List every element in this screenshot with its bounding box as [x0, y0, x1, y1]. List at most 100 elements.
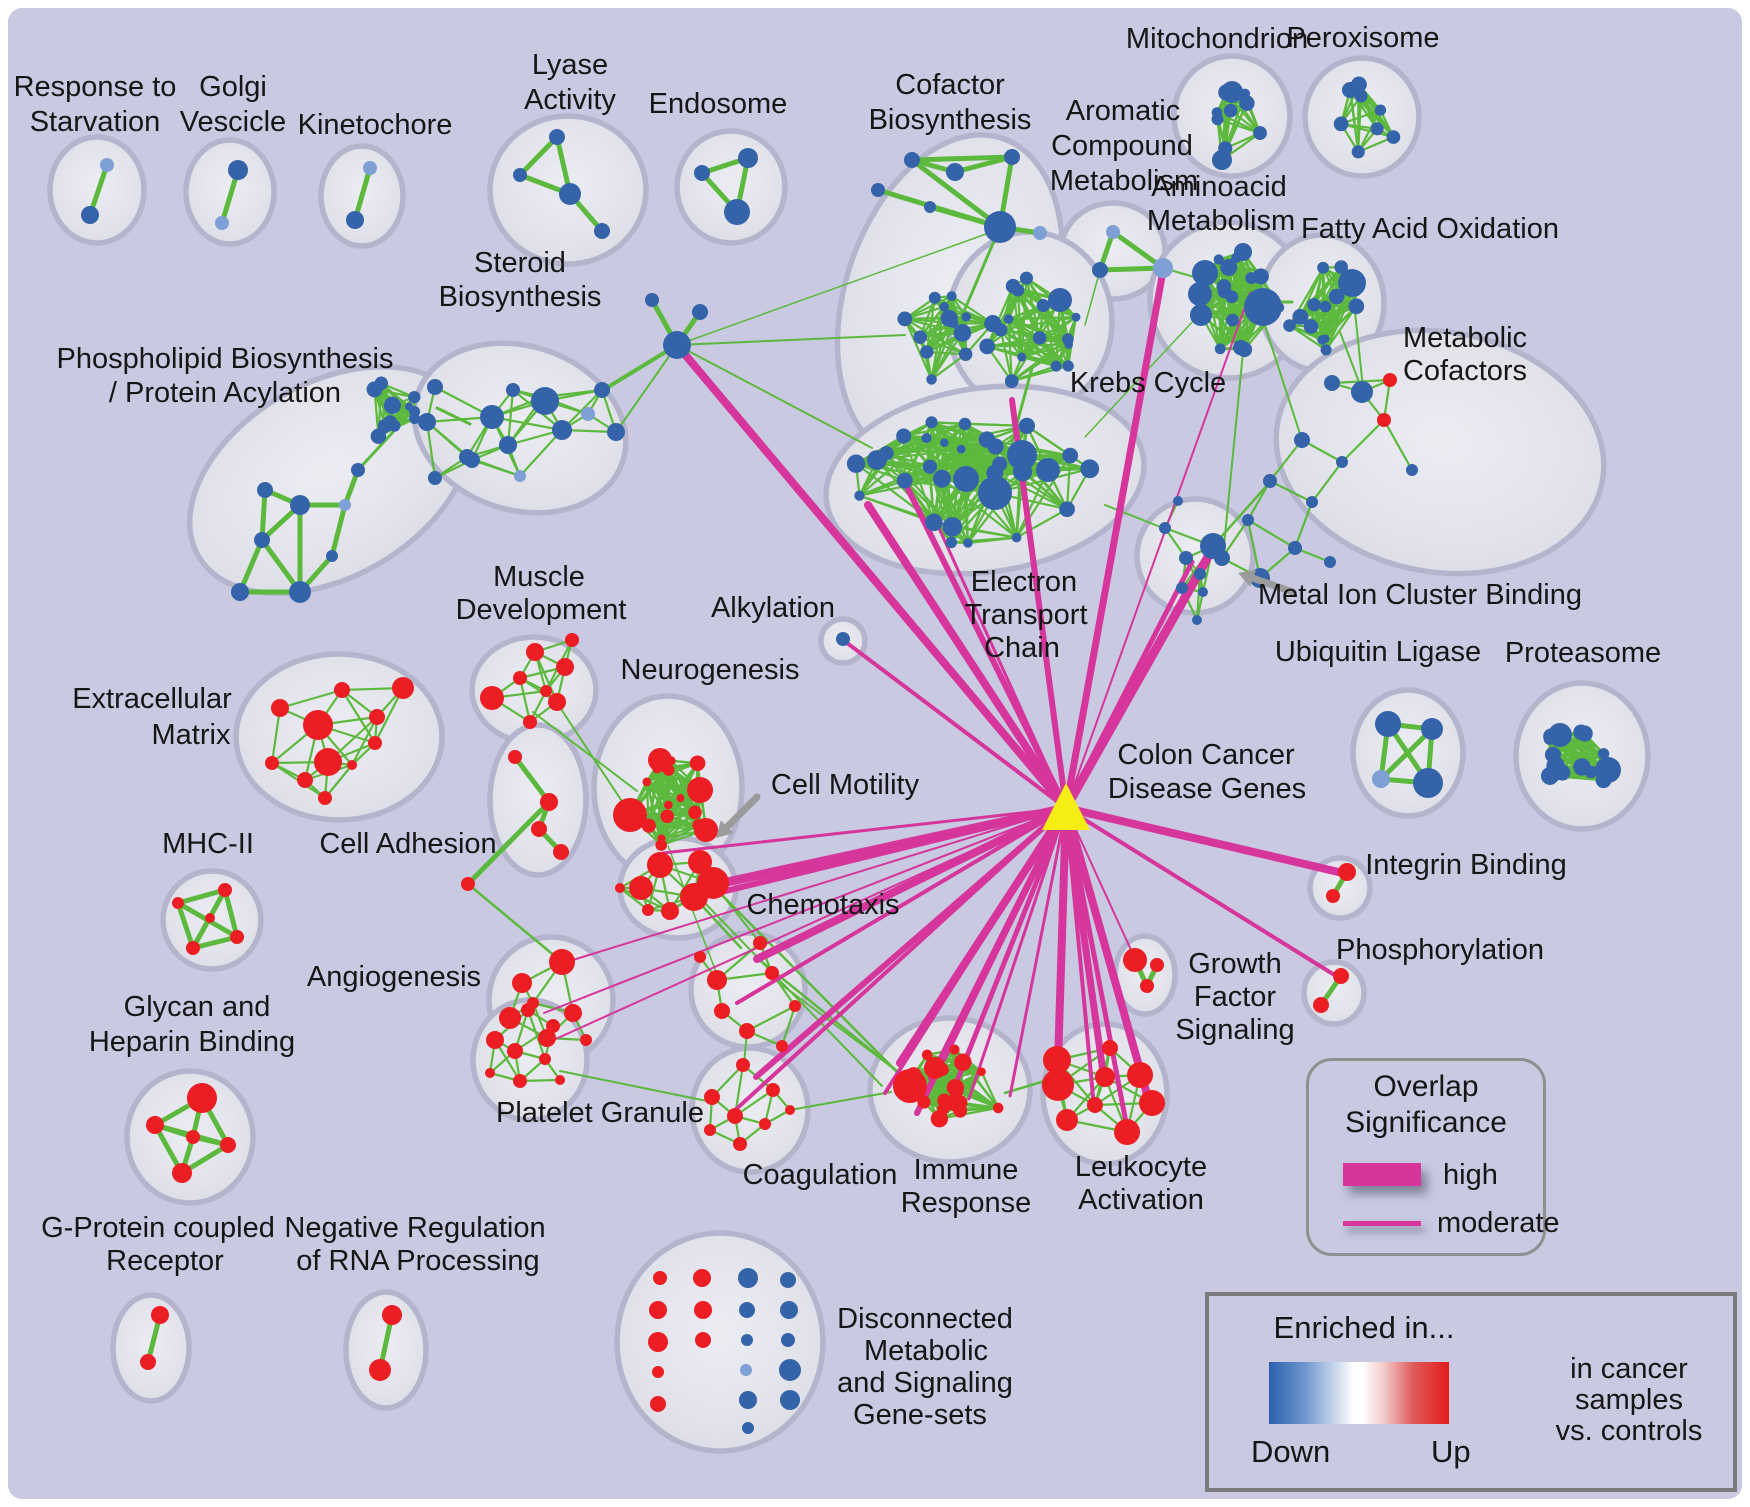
gene-set-node: [1017, 352, 1027, 362]
gene-set-node: [553, 844, 569, 860]
cluster-label-disconnected-gene-sets: and Signaling: [837, 1367, 1013, 1399]
cluster-ellipse-endosome: [674, 128, 788, 246]
gene-set-node: [979, 338, 996, 355]
gene-set-node: [1288, 541, 1302, 555]
overlap-significance-edge: [735, 806, 1068, 1005]
gene-set-node: [556, 658, 574, 676]
cluster-label-growth-factor-signaling: Growth: [1188, 948, 1281, 980]
cluster-label-fatty-acid-oxidation: Fatty Acid Oxidation: [1301, 213, 1559, 245]
gene-set-node: [205, 913, 215, 923]
gene-set-edge: [237, 537, 265, 595]
cluster-label-ubiquitin-ligase: Ubiquitin Ligase: [1275, 636, 1481, 668]
gene-set-node: [339, 499, 351, 511]
cluster-label-disconnected-gene-sets: Metabolic: [864, 1335, 988, 1367]
gene-set-node: [549, 129, 565, 145]
gene-set-node: [366, 381, 383, 398]
gene-set-edge: [517, 134, 560, 178]
gene-set-node: [948, 318, 959, 329]
gene-set-node: [1375, 711, 1401, 737]
gene-set-edge: [1310, 460, 1344, 504]
gene-set-node: [689, 755, 706, 772]
cluster-label-metabolic-cofactors: Cofactors: [1403, 355, 1527, 387]
gene-set-node: [464, 452, 480, 468]
gene-set-edge: [1097, 265, 1166, 273]
gene-set-node: [992, 456, 1008, 472]
cluster-ellipse-phosphorylation: [1301, 959, 1367, 1027]
overlap-significance-legend: Overlap Significance high moderate: [1306, 1058, 1560, 1256]
gene-set-node: [1033, 226, 1047, 240]
gene-set-node: [1317, 335, 1328, 345]
cluster-label-electron-transport-chain: Chain: [984, 632, 1060, 664]
gene-set-node: [736, 1058, 750, 1072]
gene-set-edge: [175, 887, 228, 906]
gene-set-node: [1351, 381, 1373, 403]
gene-set-node: [954, 1053, 972, 1071]
gene-set-node: [552, 420, 572, 440]
gene-set-edge: [1293, 500, 1314, 550]
gene-set-node: [1225, 290, 1239, 304]
gene-set-node: [921, 1049, 933, 1061]
gene-set-node: [956, 444, 966, 454]
pointer-arrow-head: [1238, 569, 1257, 587]
gene-set-node: [739, 1023, 755, 1039]
gene-set-node: [146, 1116, 164, 1134]
gene-set-node: [1095, 1067, 1115, 1087]
gene-set-node: [1377, 413, 1391, 427]
cluster-label-growth-factor-signaling: Signaling: [1175, 1014, 1294, 1046]
gene-set-node: [499, 1007, 521, 1029]
cluster-label-response-to-starvation: Starvation: [30, 106, 161, 138]
gene-set-edge: [1025, 277, 1041, 339]
gene-set-node: [1062, 360, 1074, 372]
gene-set-node: [1263, 474, 1277, 488]
gene-set-node: [382, 1305, 402, 1325]
gene-set-node: [514, 470, 526, 482]
cluster-label-cell-motility: Cell Motility: [771, 769, 920, 801]
gene-set-node: [724, 199, 750, 225]
gene-set-node: [513, 671, 527, 685]
cluster-label-krebs-cycle: Krebs Cycle: [1070, 367, 1226, 399]
gene-set-node: [660, 809, 674, 824]
gene-set-edge: [465, 799, 552, 887]
gene-set-edge: [270, 706, 282, 765]
inter-cluster-edge: [598, 343, 679, 394]
gene-set-node: [1333, 968, 1349, 984]
gene-set-node: [753, 936, 767, 950]
gene-set-node: [1159, 522, 1171, 534]
gene-set-node: [871, 183, 885, 197]
gene-set-node: [1413, 768, 1443, 798]
gene-set-edge: [1378, 726, 1435, 782]
gene-set-node: [663, 331, 691, 359]
gene-set-node: [946, 291, 957, 302]
gene-set-node: [230, 930, 244, 944]
cluster-label-mhc-ii: MHC-II: [162, 828, 254, 860]
gene-set-node: [409, 413, 421, 425]
gene-set-edge: [259, 487, 268, 543]
gene-set-node: [392, 677, 414, 699]
gene-set-node: [369, 1359, 391, 1381]
gene-set-node: [1140, 979, 1154, 993]
cluster-label-golgi-vescicle: Golgi: [199, 71, 267, 103]
cluster-label-mitochondrion: Mitochondrion: [1126, 23, 1308, 55]
inter-cluster-edge: [1084, 269, 1101, 326]
gene-set-node: [1150, 958, 1164, 972]
gene-set-node: [1320, 344, 1332, 356]
gene-set-node: [707, 970, 727, 990]
gene-set-node: [507, 1043, 523, 1059]
gene-set-node: [1338, 269, 1366, 297]
overlap-significance-edge: [864, 501, 1070, 812]
gene-set-node: [789, 1000, 801, 1012]
gene-set-node: [1354, 89, 1368, 103]
gene-set-node: [785, 1105, 795, 1115]
gene-set-node: [388, 419, 401, 432]
gene-set-node: [779, 1359, 801, 1381]
gene-set-node: [780, 1272, 796, 1288]
gene-set-edge: [470, 458, 522, 478]
overlap-significance-edge: [1062, 267, 1167, 812]
gene-set-node: [347, 760, 357, 770]
gene-set-node: [1370, 122, 1384, 136]
gene-set-node: [531, 387, 559, 415]
gene-set-node: [1351, 145, 1365, 159]
gene-set-node: [949, 1044, 960, 1055]
gene-set-edge: [745, 1004, 797, 1033]
